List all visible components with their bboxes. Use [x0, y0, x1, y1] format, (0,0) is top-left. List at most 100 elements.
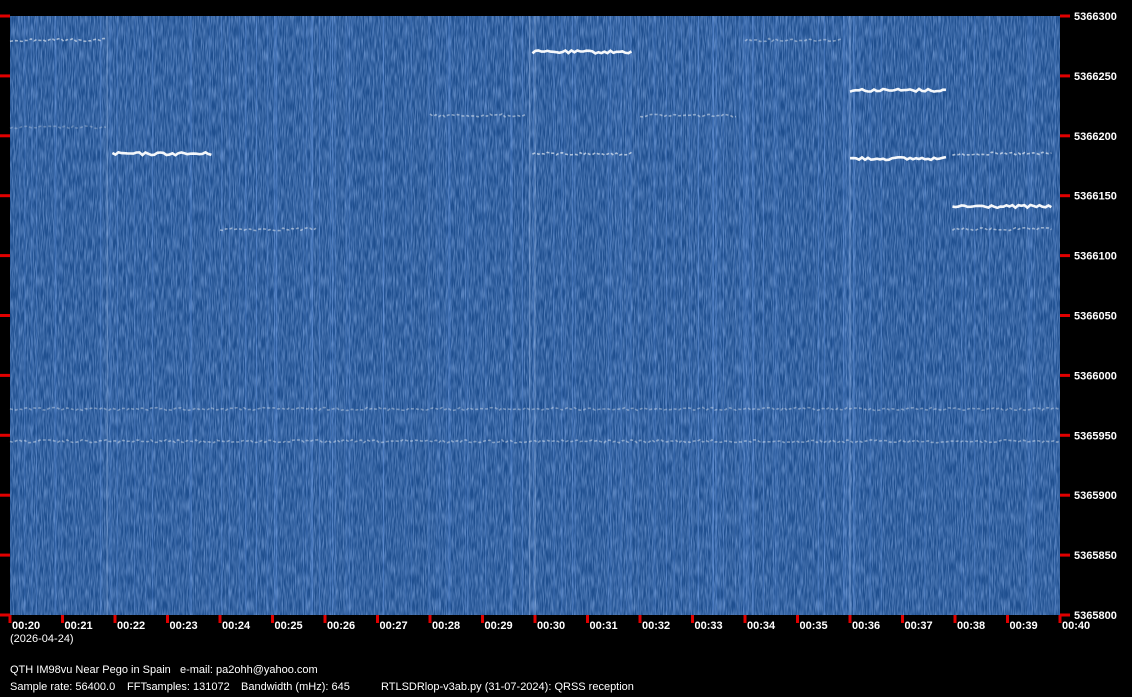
x-tick-label: 00:27 [380, 620, 408, 632]
signal-trace-line [531, 48, 633, 55]
y-tick-label: 5366200 [1074, 131, 1117, 143]
signal-trace [111, 150, 212, 157]
x-tick-label: 00:21 [65, 620, 93, 632]
sample-rate: Sample rate: 56400.0 [10, 681, 116, 693]
date-label: (2026-04-24) [10, 633, 74, 645]
x-tick: 00:21 [61, 615, 93, 632]
y-tick: 5366200 [0, 131, 1117, 143]
signal-traces [9, 37, 1061, 444]
y-tick: 5366250 [0, 71, 1117, 83]
x-tick: 00:32 [638, 615, 670, 632]
signal-trace-line [111, 150, 212, 157]
y-tick: 5366000 [0, 370, 1117, 382]
signal-trace [952, 203, 1053, 210]
x-tick: 00:33 [691, 615, 723, 632]
x-tick-label: 00:20 [12, 620, 40, 632]
y-tick: 5365900 [0, 490, 1117, 502]
qth-line: QTH IM98vu Near Pego in Spain e-mail: pa… [10, 664, 318, 676]
x-tick: 00:27 [376, 615, 408, 632]
y-tick-label: 5366300 [1074, 11, 1117, 23]
x-tick-label: 00:22 [117, 620, 145, 632]
signal-trace [952, 151, 1052, 156]
signal-trace [429, 113, 527, 118]
x-tick-label: 00:33 [695, 620, 723, 632]
plot-noise [10, 16, 1060, 615]
x-tick-label: 00:31 [590, 620, 618, 632]
signal-trace [9, 37, 107, 43]
signal-trace-line [9, 406, 1061, 412]
signal-trace-line [219, 227, 317, 232]
y-tick-label: 5366150 [1074, 191, 1117, 203]
x-tick-label: 00:25 [275, 620, 303, 632]
signal-trace [849, 87, 947, 93]
fft-samples: FFTsamples: 131072 [127, 681, 230, 693]
x-tick: 00:35 [796, 615, 828, 632]
x-tick-label: 00:32 [642, 620, 670, 632]
x-tick: 00:30 [533, 615, 565, 632]
y-tick-label: 5365850 [1074, 550, 1117, 562]
y-tick-label: 5365900 [1074, 490, 1117, 502]
y-tick-label: 5365800 [1074, 610, 1117, 622]
x-tick-label: 00:36 [852, 620, 880, 632]
y-tick-label: 5366050 [1074, 311, 1117, 323]
y-tick-label: 5366000 [1074, 370, 1117, 382]
x-tick: 00:23 [166, 615, 198, 632]
y-tick: 5366300 [0, 11, 1117, 23]
signal-trace [744, 37, 842, 43]
x-tick-label: 00:24 [222, 620, 251, 632]
x-tick-label: 00:34 [747, 620, 776, 632]
y-tick: 5366150 [0, 191, 1117, 203]
bandwidth: Bandwidth (mHz): 645 [241, 681, 350, 693]
y-axis: 5366300 5366250 5366200 5366150 5366100 53660… [0, 11, 1117, 622]
x-axis: 00:20 00:21 00:22 00:23 00:24 00:25 00:26 00:27… [8, 615, 1090, 632]
y-tick: 5365950 [0, 430, 1117, 442]
x-tick-label: 00:26 [327, 620, 355, 632]
x-tick: 00:34 [743, 615, 776, 632]
x-tick-label: 00:40 [1062, 620, 1090, 632]
x-tick: 00:24 [218, 615, 251, 632]
x-tick: 00:31 [586, 615, 618, 632]
signal-trace [531, 48, 633, 55]
program-info: RTLSDRlop-v3ab.py (31-07-2024): QRSS rec… [381, 681, 634, 693]
vertical-streaks [18, 16, 1056, 615]
signal-trace-line [849, 155, 947, 162]
y-tick-label: 5366100 [1074, 251, 1117, 263]
y-tick: 5366050 [0, 311, 1117, 323]
y-tick: 5366100 [0, 251, 1117, 263]
x-tick-label: 00:28 [432, 620, 460, 632]
x-tick: 00:22 [113, 615, 145, 632]
x-tick: 00:20 [8, 615, 40, 632]
x-tick: 00:40 [1058, 615, 1090, 632]
signal-trace-line [9, 37, 107, 43]
x-tick: 00:39 [1006, 615, 1038, 632]
x-tick: 00:26 [323, 615, 355, 632]
signal-trace [532, 151, 632, 156]
signal-trace-line [952, 203, 1053, 210]
signal-trace [219, 227, 317, 232]
x-tick-label: 00:23 [170, 620, 198, 632]
y-tick: 5365800 [0, 610, 1117, 622]
signal-trace-line [429, 113, 527, 118]
signal-trace-line [639, 113, 737, 118]
x-tick-label: 00:35 [800, 620, 828, 632]
y-tick-label: 5365950 [1074, 430, 1117, 442]
signal-trace [9, 406, 1061, 412]
signal-trace-line [532, 151, 632, 156]
x-tick: 00:28 [428, 615, 460, 632]
signal-trace-line [849, 87, 947, 93]
signal-trace-line [744, 37, 842, 43]
signal-trace-line [9, 438, 1061, 444]
x-tick: 00:25 [271, 615, 303, 632]
x-tick: 00:37 [901, 615, 933, 632]
signal-trace [9, 125, 107, 130]
x-tick-label: 00:38 [957, 620, 985, 632]
y-tick-label: 5366250 [1074, 71, 1117, 83]
signal-trace-line [952, 151, 1052, 156]
x-tick-label: 00:39 [1010, 620, 1038, 632]
x-tick: 00:36 [848, 615, 880, 632]
x-tick-label: 00:30 [537, 620, 565, 632]
x-tick-label: 00:37 [905, 620, 933, 632]
signal-trace-line [9, 125, 107, 130]
signal-trace [9, 438, 1061, 444]
